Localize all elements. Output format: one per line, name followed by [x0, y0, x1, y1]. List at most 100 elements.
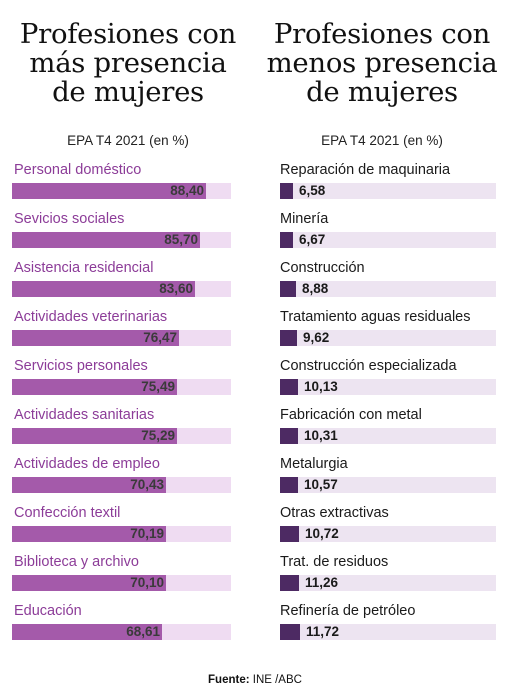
bar-track: 75,29 [12, 428, 231, 444]
chart-subtitle: EPA T4 2021 (en %) [321, 133, 443, 148]
bar-track: 70,43 [12, 477, 231, 493]
category-label: Tratamiento aguas residuales [280, 309, 471, 325]
bar-row: Actividades de empleo 70,43 [12, 452, 244, 493]
value-label: 85,70 [164, 232, 198, 247]
bar-track: 76,47 [12, 330, 231, 346]
bar-track: 10,31 [280, 428, 496, 444]
bar-row: Reparación de maquinaria 6,58 [266, 158, 498, 199]
bar [280, 575, 299, 591]
value-label: 75,49 [141, 379, 175, 394]
bar-track: 70,10 [12, 575, 231, 591]
value-label: 76,47 [143, 330, 177, 345]
value-label: 70,10 [130, 575, 164, 590]
bar-row: Metalurgia 10,57 [266, 452, 498, 493]
bar-row: Educación 68,61 [12, 599, 244, 640]
bar-row: Construcción 8,88 [266, 256, 498, 297]
value-label: 9,62 [303, 330, 330, 345]
bar-row: Construcción especializada 10,13 [266, 354, 498, 395]
bar [12, 232, 200, 248]
bar-row: Sevicios sociales 85,70 [12, 207, 244, 248]
value-label: 75,29 [141, 428, 175, 443]
category-label: Minería [280, 211, 329, 227]
value-label: 6,58 [299, 183, 326, 198]
bar [12, 183, 206, 199]
bar [280, 526, 299, 542]
bar-row: Personal doméstico 88,40 [12, 158, 244, 199]
bar-row: Actividades sanitarias 75,29 [12, 403, 244, 444]
category-label: Servicios personales [14, 358, 148, 374]
bar [12, 477, 166, 493]
bar-row: Otras extractivas 10,72 [266, 501, 498, 542]
chart-title: Profesiones con menos presencia de mujer… [266, 18, 498, 108]
bar-track: 88,40 [12, 183, 231, 199]
value-label: 11,26 [305, 575, 339, 590]
bar [12, 526, 166, 542]
bar-track: 68,61 [12, 624, 231, 640]
category-label: Biblioteca y archivo [14, 554, 139, 570]
bar [12, 330, 179, 346]
bar-track: 10,13 [280, 379, 496, 395]
bar [280, 330, 297, 346]
bar-row: Asistencia residencial 83,60 [12, 256, 244, 297]
bar-row: Trat. de residuos 11,26 [266, 550, 498, 591]
category-label: Metalurgia [280, 456, 348, 472]
value-label: 68,61 [126, 624, 160, 639]
bar-track: 83,60 [12, 281, 231, 297]
bar [280, 379, 298, 395]
bar [12, 575, 166, 591]
source-label: Fuente: [208, 674, 250, 686]
value-label: 8,88 [302, 281, 329, 296]
category-label: Educación [14, 603, 82, 619]
bar-track: 9,62 [280, 330, 496, 346]
bar [280, 183, 293, 199]
category-label: Trat. de residuos [280, 554, 389, 570]
bar-row: Biblioteca y archivo 70,10 [12, 550, 244, 591]
bar [280, 624, 300, 640]
category-label: Construcción especializada [280, 358, 457, 374]
source-note: Fuente: INE /ABC [0, 674, 510, 686]
bar [12, 379, 177, 395]
bar [280, 428, 298, 444]
bar-row: Servicios personales 75,49 [12, 354, 244, 395]
category-label: Actividades de empleo [14, 456, 160, 472]
bar-track: 8,88 [280, 281, 496, 297]
category-label: Confección textil [14, 505, 121, 521]
bar-row: Actividades veterinarias 76,47 [12, 305, 244, 346]
bar-row: Minería 6,67 [266, 207, 498, 248]
bar-row: Tratamiento aguas residuales 9,62 [266, 305, 498, 346]
category-label: Refinería de petróleo [280, 603, 416, 619]
value-label: 10,13 [304, 379, 338, 394]
bar-track: 10,57 [280, 477, 496, 493]
value-label: 6,67 [299, 232, 326, 247]
chart-left: Profesiones con más presencia de mujeres… [12, 0, 244, 640]
bar [12, 428, 177, 444]
bar-track: 6,58 [280, 183, 496, 199]
category-label: Otras extractivas [280, 505, 389, 521]
category-label: Actividades veterinarias [14, 309, 168, 325]
bar-row: Refinería de petróleo 11,72 [266, 599, 498, 640]
bar [280, 232, 293, 248]
bar-row: Confección textil 70,19 [12, 501, 244, 542]
bar-track: 70,19 [12, 526, 231, 542]
bar-row: Fabricación con metal 10,31 [266, 403, 498, 444]
category-label: Construcción [280, 260, 365, 276]
bar-track: 11,72 [280, 624, 496, 640]
value-label: 83,60 [159, 281, 193, 296]
bar-track: 6,67 [280, 232, 496, 248]
chart-title: Profesiones con más presencia de mujeres [19, 18, 237, 108]
source-value: INE /ABC [252, 674, 302, 686]
category-label: Asistencia residencial [14, 260, 154, 276]
bar [280, 281, 296, 297]
value-label: 70,43 [130, 477, 164, 492]
value-label: 70,19 [130, 526, 164, 541]
bar [12, 281, 195, 297]
chart-right: Profesiones con menos presencia de mujer… [266, 0, 498, 640]
bar [12, 624, 162, 640]
chart-subtitle: EPA T4 2021 (en %) [67, 133, 189, 148]
bar-track: 10,72 [280, 526, 496, 542]
bar-track: 75,49 [12, 379, 231, 395]
bar [280, 477, 298, 493]
bar-track: 11,26 [280, 575, 496, 591]
category-label: Sevicios sociales [14, 211, 125, 227]
category-label: Actividades sanitarias [14, 407, 155, 423]
